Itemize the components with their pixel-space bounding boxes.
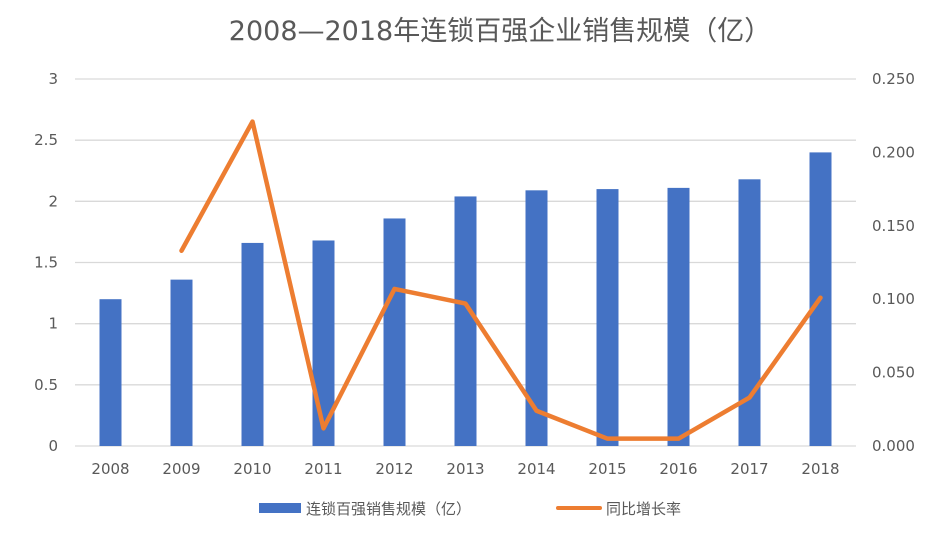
y-left-tick-label: 3 bbox=[48, 70, 58, 88]
bar bbox=[170, 279, 193, 446]
x-tick-label: 2017 bbox=[730, 460, 768, 478]
chart-title: 2008—2018年连锁百强企业销售规模（亿） bbox=[229, 16, 771, 47]
y-right-tick-label: 0.150 bbox=[872, 217, 915, 235]
y-right-tick-label: 0.000 bbox=[872, 437, 915, 455]
x-tick-label: 2015 bbox=[588, 460, 626, 478]
y-right-tick-label: 0.100 bbox=[872, 290, 915, 308]
y-right-tick-label: 0.050 bbox=[872, 364, 915, 382]
bar bbox=[454, 196, 477, 446]
y-left-tick-label: 1.5 bbox=[34, 254, 58, 272]
x-tick-label: 2011 bbox=[304, 460, 342, 478]
growth-rate-line bbox=[179, 119, 823, 441]
bar-series bbox=[99, 152, 832, 447]
x-tick-label: 2016 bbox=[659, 460, 697, 478]
x-tick-label: 2009 bbox=[162, 460, 200, 478]
line-series bbox=[179, 119, 823, 441]
y-right-tick-label: 0.200 bbox=[872, 143, 915, 161]
y-right-tick-label: 0.250 bbox=[872, 70, 915, 88]
y-left-tick-label: 2.5 bbox=[34, 131, 58, 149]
x-tick-label: 2013 bbox=[446, 460, 484, 478]
bar bbox=[738, 179, 761, 446]
bar bbox=[667, 187, 690, 447]
x-tick-label: 2010 bbox=[233, 460, 271, 478]
bar bbox=[99, 299, 122, 446]
y-left-tick-label: 1 bbox=[48, 315, 58, 333]
y-left-tick-label: 2 bbox=[48, 192, 58, 210]
bar bbox=[383, 218, 406, 446]
y-left-tick-label: 0.5 bbox=[34, 376, 58, 394]
axes: 0 0.5 1 1.5 2 2.5 3 0.000 0.050 0.100 0.150 0.200 0.… bbox=[34, 70, 915, 478]
legend-label-bar: 连锁百强销售规模（亿） bbox=[306, 500, 471, 518]
legend: 连锁百强销售规模（亿） 同比增长率 bbox=[259, 500, 681, 518]
legend-swatch-bar bbox=[259, 503, 301, 513]
x-tick-label: 2012 bbox=[375, 460, 413, 478]
bar bbox=[596, 189, 619, 446]
bar bbox=[241, 242, 264, 446]
legend-label-line: 同比增长率 bbox=[606, 500, 681, 518]
x-tick-label: 2008 bbox=[91, 460, 129, 478]
x-tick-label: 2014 bbox=[517, 460, 555, 478]
y-left-tick-label: 0 bbox=[48, 437, 58, 455]
x-tick-label: 2018 bbox=[801, 460, 839, 478]
bar bbox=[525, 190, 548, 446]
bar bbox=[312, 240, 335, 446]
